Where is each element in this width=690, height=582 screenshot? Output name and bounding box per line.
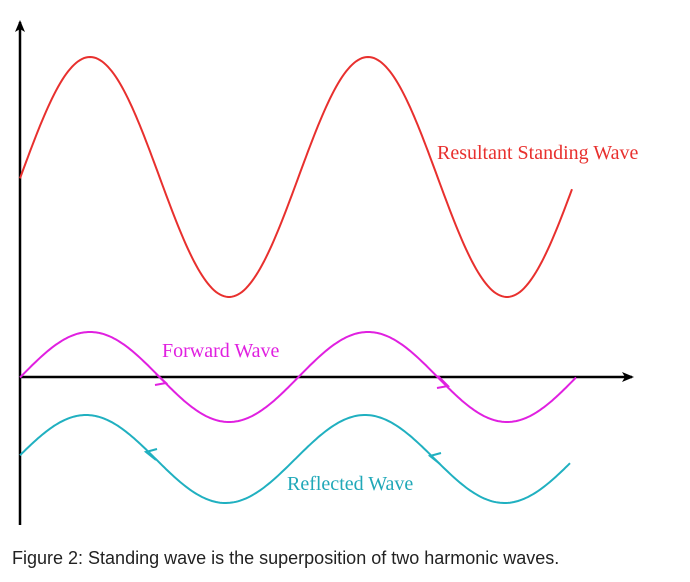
- reflected-wave: [19, 414, 571, 504]
- forward-arrow: [436, 375, 451, 389]
- reflected-label: Reflected Wave: [287, 473, 413, 495]
- forward-wave: [19, 331, 577, 423]
- reflected-arrow: [427, 452, 442, 465]
- resultant-label: Resultant Standing Wave: [437, 142, 638, 164]
- forward-label: Forward Wave: [162, 340, 280, 362]
- forward-arrow: [154, 373, 169, 386]
- reflected-arrow: [143, 448, 158, 461]
- caption: Figure 2: Standing wave is the superposi…: [12, 548, 559, 568]
- resultant-wave: [19, 55, 573, 298]
